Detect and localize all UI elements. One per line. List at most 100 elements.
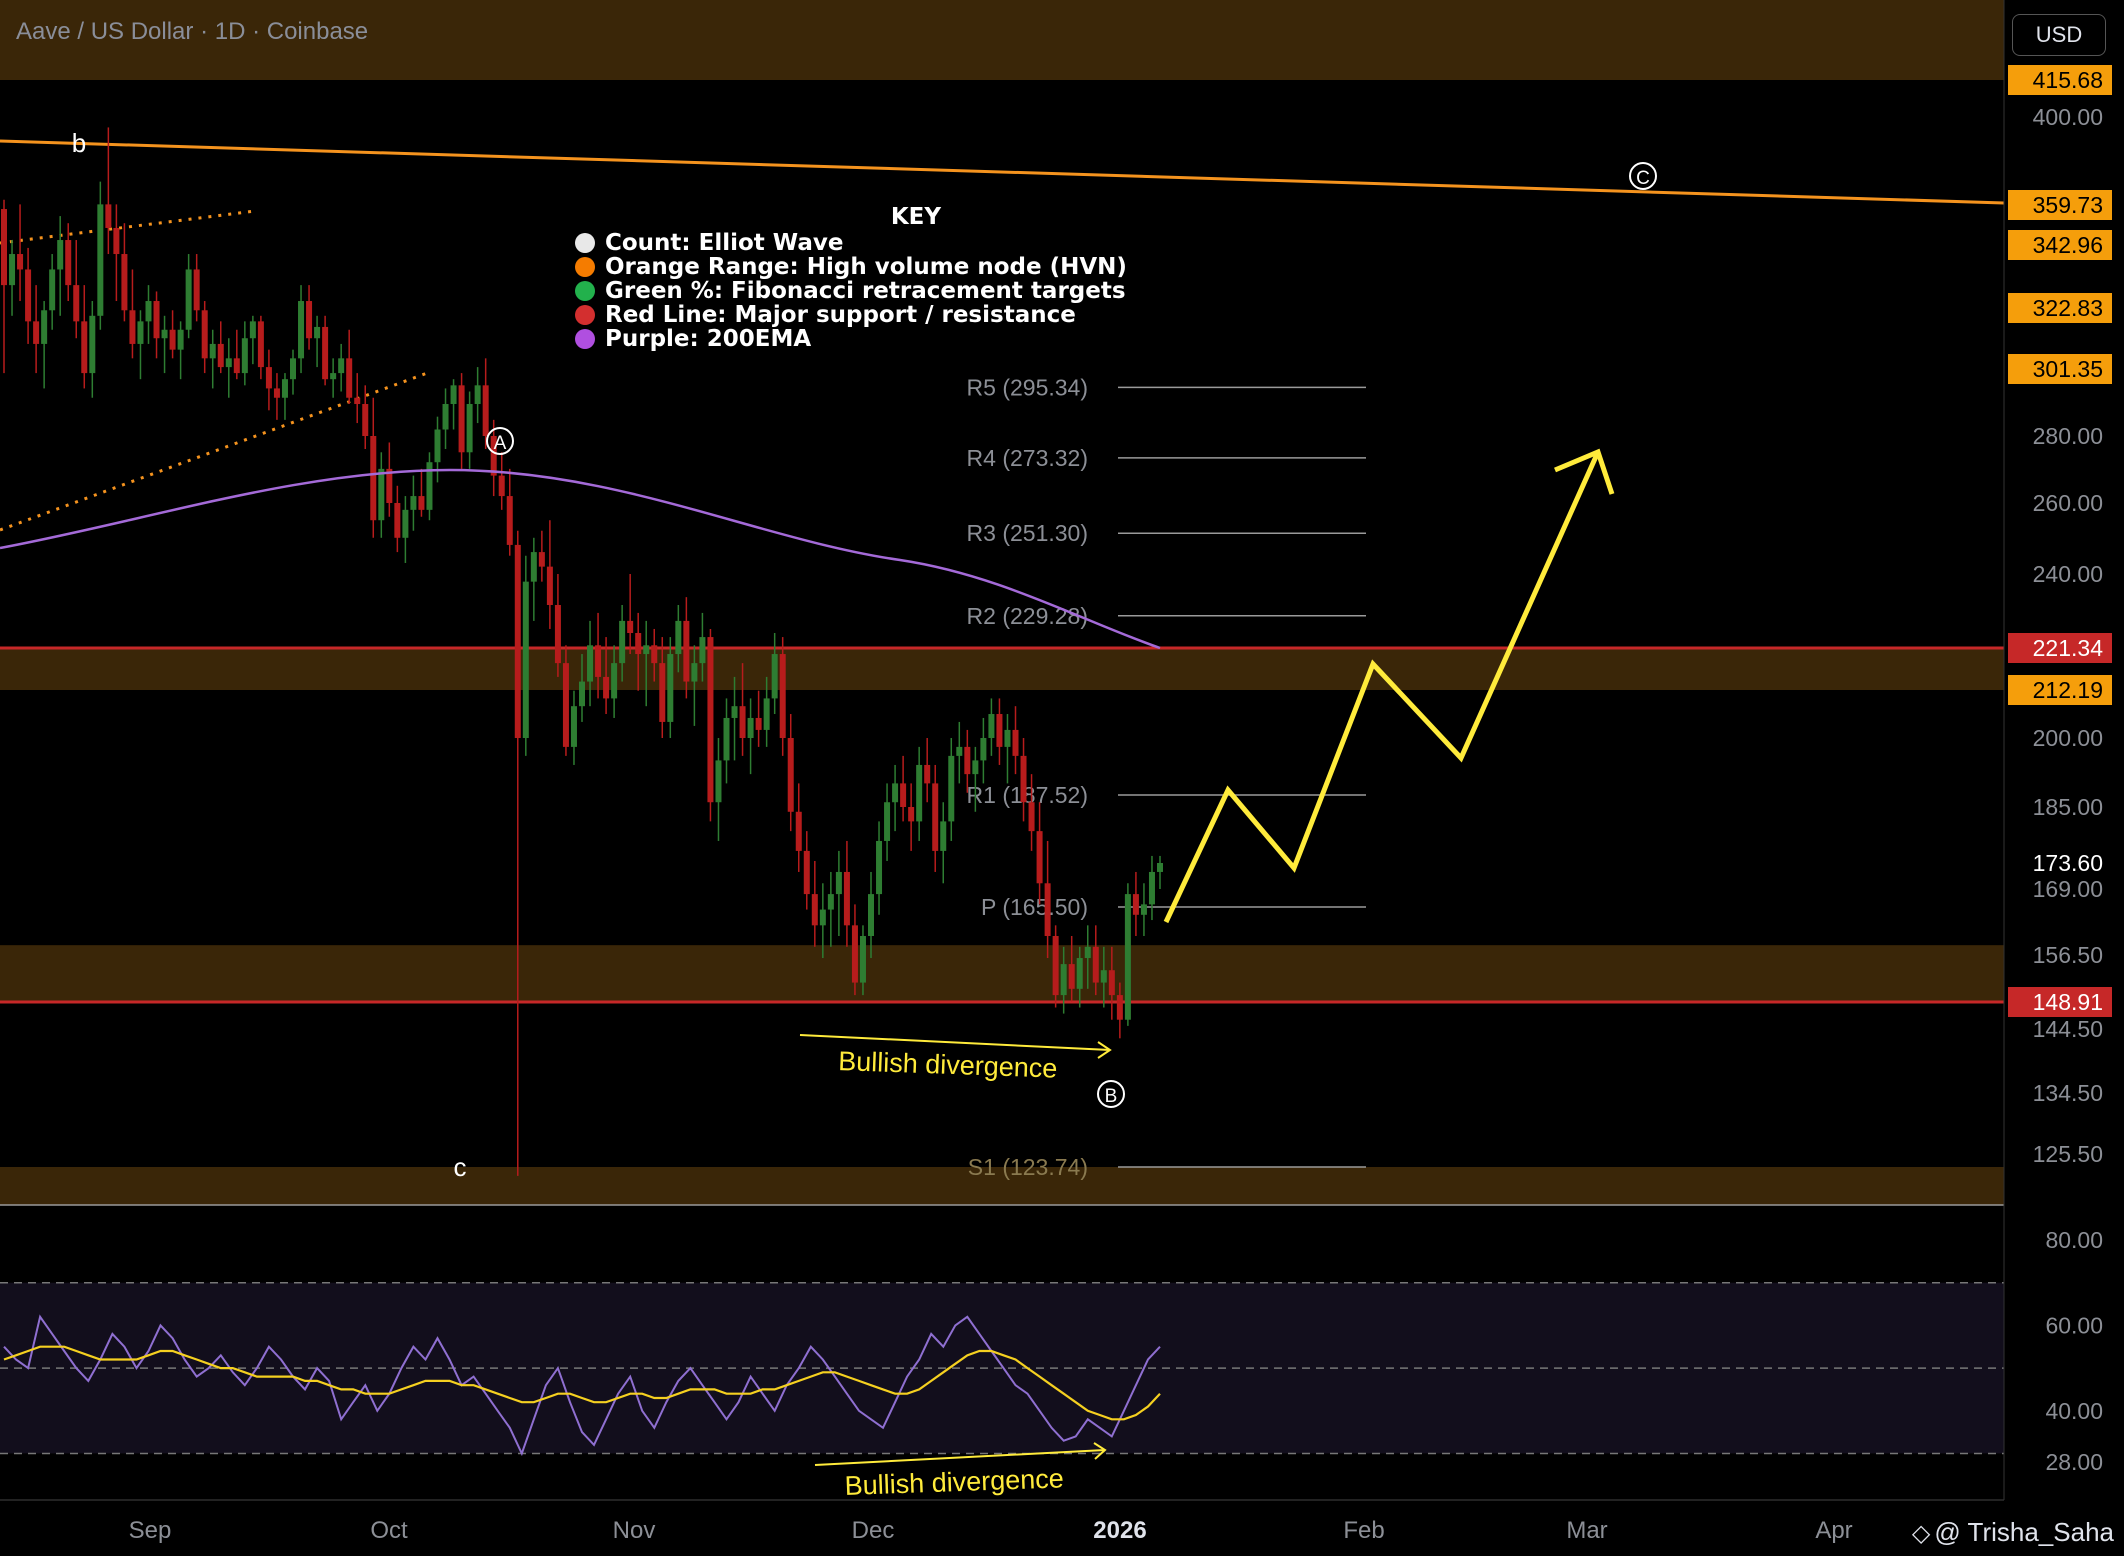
price-tick-label: 169.00 <box>2033 876 2103 902</box>
candle-body <box>1100 970 1107 983</box>
rsi-tick-label: 60.00 <box>2045 1312 2103 1338</box>
candle-body <box>819 909 826 926</box>
candle-body <box>587 645 594 682</box>
price-tick-label: 125.50 <box>2033 1141 2103 1167</box>
candle-body <box>868 894 874 937</box>
price-tick-label: 200.00 <box>2033 725 2103 751</box>
candle-body <box>434 429 441 463</box>
candle-body <box>121 254 128 311</box>
candle-body <box>1 209 7 286</box>
candle-body <box>169 329 176 350</box>
time-axis: Sep Oct Nov Dec 2026 Feb Mar Apr <box>129 1517 1853 1544</box>
candle-body <box>1157 863 1163 872</box>
candle-body <box>314 326 321 339</box>
candle-body <box>161 329 168 339</box>
legend-dot-icon <box>575 233 595 253</box>
candle-body <box>779 654 786 738</box>
candle-body <box>490 436 497 476</box>
price-label: 212.19 <box>2033 677 2103 703</box>
candle-body <box>1076 958 1083 989</box>
candle-body <box>980 738 987 761</box>
candle-body <box>619 620 626 664</box>
candle-body <box>1068 964 1075 989</box>
ema-200-line <box>0 468 1161 650</box>
candle-body <box>201 310 208 359</box>
candle-body <box>346 358 353 398</box>
legend-label: Green %: Fibonacci retracement targets <box>605 278 1126 304</box>
candle-body <box>522 581 529 738</box>
price-tick-label: 260.00 <box>2033 490 2103 516</box>
candle-body <box>450 385 457 405</box>
candle-body <box>1116 995 1123 1020</box>
candle-body <box>603 676 610 699</box>
candle-body <box>9 254 16 286</box>
candle-body <box>916 764 923 822</box>
candle-body <box>25 269 32 322</box>
orange-resistance-trendline <box>0 139 2005 205</box>
candle-body <box>209 343 216 359</box>
candle-body <box>145 301 152 322</box>
wave-label: C <box>1636 168 1650 189</box>
candle-body <box>362 404 369 436</box>
candle-body <box>956 746 963 756</box>
candle-body <box>691 663 698 682</box>
candle-body <box>795 811 802 851</box>
projection-zigzag <box>1163 450 1601 924</box>
candle-body <box>290 358 296 380</box>
currency-selector[interactable]: USD <box>2012 14 2106 56</box>
candle-body <box>322 326 329 380</box>
candle-body <box>723 717 730 761</box>
candle-body <box>65 240 72 286</box>
legend-item: Red Line: Major support / resistance <box>575 303 1127 327</box>
rsi-divergence-label: Bullish divergence <box>844 1463 1064 1501</box>
price-label-box <box>2008 675 2112 705</box>
legend-label: Orange Range: High volume node (HVN) <box>605 254 1127 280</box>
candle-body <box>73 285 80 322</box>
legend-dot-icon <box>575 305 595 325</box>
price-axis: 400.00 280.00 260.00 240.00 200.00 185.00 169.… <box>0 0 2112 1500</box>
candle-body <box>402 509 409 538</box>
time-tick-label: Nov <box>613 1517 656 1544</box>
candle-body <box>884 802 891 841</box>
candle-body <box>851 925 858 983</box>
candle-body <box>1092 946 1099 983</box>
candle-body <box>137 321 144 344</box>
time-tick-label: Dec <box>852 1517 895 1544</box>
price-label: 342.96 <box>2033 232 2103 258</box>
candle-body <box>715 760 722 803</box>
wave-circle-icon <box>1097 1080 1125 1108</box>
price-label-box <box>2008 65 2112 95</box>
candle-body <box>1132 894 1139 915</box>
candle-body <box>562 663 569 747</box>
rsi-pane: 80.00 60.00 40.00 28.00 <box>0 1227 2103 1501</box>
legend-label: Purple: 200EMA <box>605 326 812 352</box>
pivot-label: R3 (251.30) <box>967 520 1088 546</box>
candle-body <box>330 373 337 380</box>
candle-body <box>257 321 264 368</box>
candle-body <box>129 310 136 344</box>
dotted-channel-upper <box>0 209 256 245</box>
candle-body <box>972 760 979 775</box>
candle-body <box>105 204 112 228</box>
time-tick-label: Apr <box>1815 1517 1852 1544</box>
price-tick-label: 144.50 <box>2033 1016 2103 1042</box>
candle-body <box>298 301 305 359</box>
pivot-label: S1 (123.74) <box>968 1154 1088 1180</box>
candle-body <box>1012 729 1019 756</box>
candle-body <box>249 321 256 339</box>
pivot-label: R4 (273.32) <box>967 445 1088 471</box>
wave-label: b <box>72 128 86 158</box>
wave-labels: b Ac B C <box>72 128 1657 1182</box>
candle-body <box>17 254 24 270</box>
candle-body <box>370 436 377 521</box>
candle-body <box>755 717 762 730</box>
candle-body <box>426 462 433 510</box>
candle-body <box>940 821 947 851</box>
candle-body <box>466 404 473 453</box>
price-label: 322.83 <box>2033 295 2103 321</box>
legend-item: Purple: 200EMA <box>575 327 1127 351</box>
candle-body <box>747 717 754 738</box>
candle-body <box>1124 894 1131 1020</box>
candle-body <box>418 496 425 510</box>
candle-body <box>394 503 401 538</box>
